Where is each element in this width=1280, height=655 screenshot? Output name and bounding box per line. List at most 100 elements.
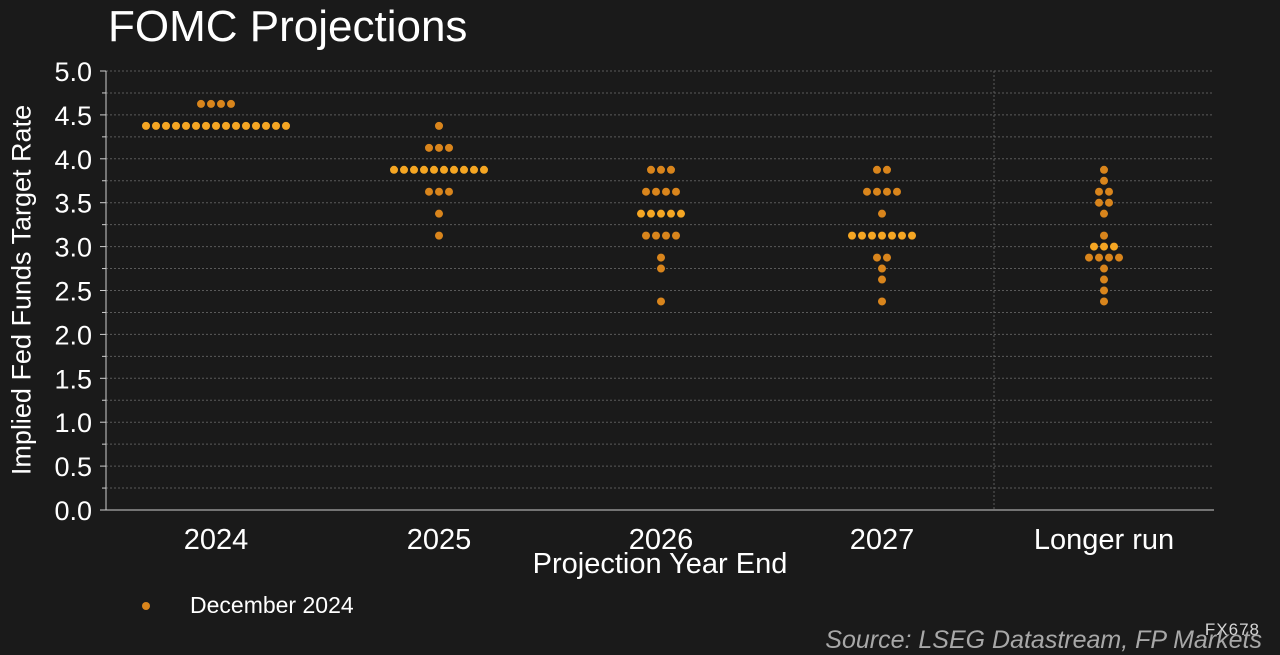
projection-dot: [647, 165, 655, 174]
projection-dot: [1100, 231, 1108, 240]
projection-dot: [1095, 198, 1103, 207]
y-tick-label: 4.0: [54, 145, 92, 175]
projection-dot: [1105, 198, 1113, 207]
projection-dot: [667, 165, 675, 174]
projection-dot: [652, 187, 660, 196]
projection-dot: [1100, 297, 1108, 306]
projection-dot: [445, 187, 453, 196]
y-tick-label: 1.5: [54, 364, 92, 394]
projection-dot: [642, 231, 650, 240]
projection-dot: [207, 99, 215, 108]
projection-dot: [1115, 253, 1123, 262]
projection-dot: [430, 165, 438, 174]
projection-dot: [662, 187, 670, 196]
legend-marker-december-2024: [142, 601, 150, 610]
projection-dot: [677, 209, 685, 218]
projection-dot: [642, 187, 650, 196]
projection-dot: [667, 209, 675, 218]
projection-dot: [873, 165, 881, 174]
projection-dot: [172, 121, 180, 130]
projection-dot: [652, 231, 660, 240]
projection-dot: [657, 165, 665, 174]
projection-dot: [1090, 242, 1098, 251]
projection-dot: [182, 121, 190, 130]
projection-dot: [227, 99, 235, 108]
legend-label: December 2024: [190, 592, 354, 618]
x-tick-label: 2024: [184, 524, 249, 556]
x-tick-label: 2026: [629, 524, 694, 556]
projection-dot: [1110, 242, 1118, 251]
projection-dot: [212, 121, 220, 130]
projection-dot: [1100, 176, 1108, 185]
y-tick-label: 1.0: [54, 408, 92, 438]
projection-dot: [657, 264, 665, 273]
watermark-code: FX678: [1204, 620, 1260, 639]
projection-dot: [1100, 209, 1108, 218]
y-tick-label: 0.0: [54, 496, 92, 526]
projection-dot: [440, 165, 448, 174]
projection-dot: [425, 143, 433, 152]
chart-title: FOMC Projections: [108, 2, 468, 51]
y-tick-label: 3.5: [54, 189, 92, 219]
legend: December 2024: [142, 592, 354, 619]
projection-dot: [657, 209, 665, 218]
projection-dot: [898, 231, 906, 240]
source-note: Source: LSEG Datastream, FP Markets: [825, 626, 1262, 654]
projection-dot: [848, 231, 856, 240]
projection-dot: [450, 165, 458, 174]
projection-dot: [435, 121, 443, 130]
projection-dot: [908, 231, 916, 240]
projection-dot: [425, 187, 433, 196]
projection-dot: [232, 121, 240, 130]
projection-dot: [1095, 187, 1103, 196]
projection-dot: [878, 264, 886, 273]
projection-dot: [893, 187, 901, 196]
projection-dot: [878, 275, 886, 284]
projection-dot: [435, 209, 443, 218]
projection-dot: [162, 121, 170, 130]
x-tick-label: 2027: [850, 524, 915, 556]
projection-dot: [1095, 253, 1103, 262]
projection-dot: [197, 99, 205, 108]
projection-dot: [152, 121, 160, 130]
x-axis-label: Projection Year End: [532, 548, 788, 580]
projection-dot: [192, 121, 200, 130]
projection-dot: [410, 165, 418, 174]
projection-dot: [217, 99, 225, 108]
projection-dot: [888, 231, 896, 240]
projection-dot: [142, 121, 150, 130]
y-axis-label: Implied Fed Funds Target Rate: [6, 104, 37, 476]
projection-dot: [202, 121, 210, 130]
projection-dot: [400, 165, 408, 174]
y-tick-label: 0.5: [54, 452, 92, 482]
projection-dot: [657, 253, 665, 262]
projection-dot: [1100, 286, 1108, 295]
y-tick-label: 3.0: [54, 233, 92, 263]
projection-dot: [672, 231, 680, 240]
projection-dot: [873, 187, 881, 196]
y-tick-label: 2.5: [54, 277, 92, 307]
projection-dot: [883, 165, 891, 174]
y-tick-label: 5.0: [54, 57, 92, 87]
projection-dot: [672, 187, 680, 196]
projection-dot: [1105, 187, 1113, 196]
projection-dot: [262, 121, 270, 130]
projection-dot: [647, 209, 655, 218]
projection-dot: [637, 209, 645, 218]
projection-dot: [858, 231, 866, 240]
projection-dot: [460, 165, 468, 174]
y-tick-label: 4.5: [54, 101, 92, 131]
projection-dot: [420, 165, 428, 174]
x-tick-label: Longer run: [1034, 524, 1174, 556]
projection-dot: [242, 121, 250, 130]
projection-dot: [1100, 165, 1108, 174]
projection-dot: [470, 165, 478, 174]
projection-dot: [252, 121, 260, 130]
projection-dot: [883, 187, 891, 196]
projection-dot: [878, 209, 886, 218]
y-tick-label: 2.0: [54, 320, 92, 350]
projection-dot: [435, 187, 443, 196]
projection-dot: [272, 121, 280, 130]
projection-dot: [445, 143, 453, 152]
